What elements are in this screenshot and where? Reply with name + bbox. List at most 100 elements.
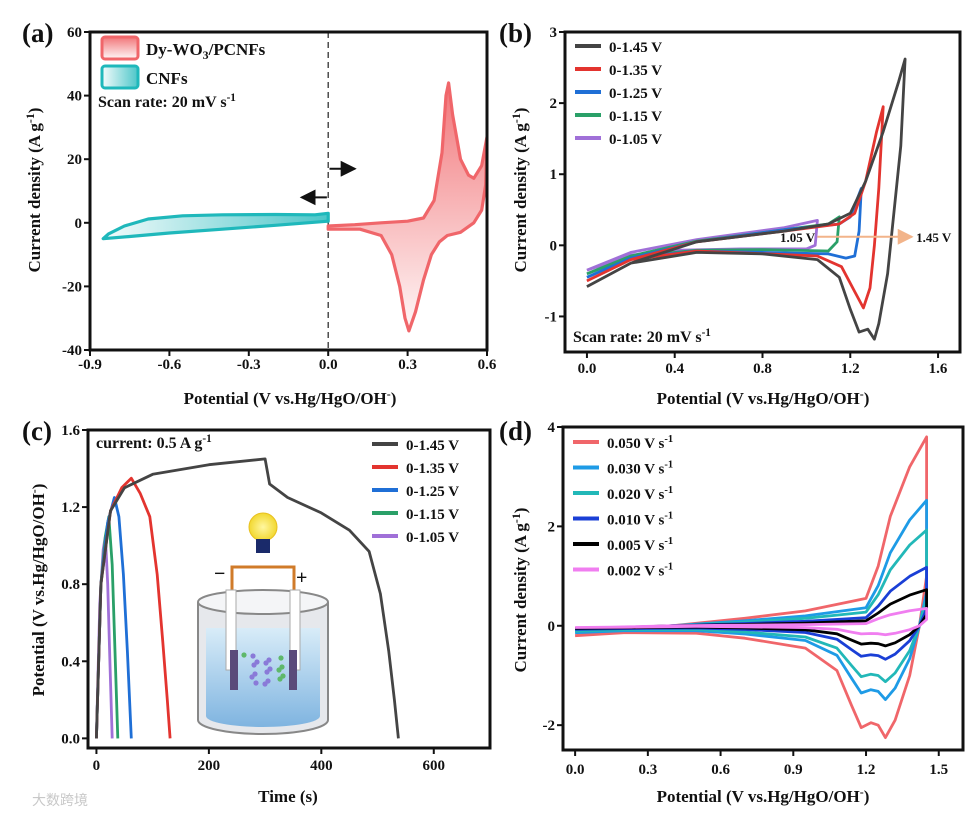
legend-label-main: 0-1.15 V [406, 507, 459, 523]
panel-a: (a) -0.9 -0.6 -0.3 0.0 0.3 0.6 -40 -20 0 20 40 60 Pot… [22, 18, 497, 408]
plot-frame [561, 425, 965, 752]
scan-rate-annotation-sup: -1 [702, 327, 712, 339]
ion-dot [253, 680, 259, 686]
x-axis-label: Time (s) [258, 787, 318, 806]
x-axis-label-main: Potential (V vs.Hg/HgO/OH [657, 787, 860, 806]
legend-label-sup: -1 [664, 536, 673, 547]
y-tick-label: 0 [548, 619, 556, 635]
y-axis-label: Current density (A g-1) [509, 108, 530, 273]
ion-dot [250, 653, 256, 659]
x-tick-label: 200 [198, 758, 221, 774]
y-tick-label: 2 [550, 96, 558, 112]
x-tick-label: 1.6 [929, 361, 948, 377]
y-axis-label-end: ) [511, 108, 530, 114]
series-line-0.030-V-s [574, 498, 928, 701]
legend-label-sup: -1 [664, 511, 673, 522]
legend-label: 0-1.45 V [406, 438, 459, 454]
legend-label-end: /PCNFs [208, 40, 266, 59]
x-tick-label: 0.6 [478, 357, 497, 373]
legend-label: 0-1.35 V [406, 461, 459, 477]
y-axis-label-sup: -1 [509, 513, 523, 523]
electrode-left-active [230, 650, 238, 690]
y-axis-label-end: ) [511, 508, 530, 514]
series-line-0.010-V-s [575, 566, 928, 661]
y-axis-label: Current density (A g-1) [509, 508, 530, 673]
series-line-0.020-V-s [575, 528, 928, 684]
y-axis-label-sup: -1 [23, 113, 37, 123]
current-annotation: current: 0.5 A g-1 [96, 433, 212, 452]
watermark: 大数跨境 [32, 793, 88, 809]
legend-label-main: 0.020 V s [607, 487, 665, 503]
panel-d: (d) 0.0 0.3 0.6 0.9 1.2 1.5 -2 0 2 4 Potential (V v… [499, 416, 965, 806]
y-tick-label: 0.4 [61, 654, 80, 670]
legend-label: 0-1.35 V [609, 63, 662, 79]
panel-b: (b) 0.0 0.4 0.8 1.2 1.6 -1 0 1 2 3 Potential (V vs.… [499, 18, 962, 408]
legend-label: Dy-WO3/PCNFs [146, 40, 266, 62]
x-axis-label-end: ) [391, 389, 397, 408]
y-tick-label: 4 [548, 420, 556, 436]
series-line-0.050-V-s [574, 435, 928, 739]
legend-label: 0.010 V s-1 [607, 511, 673, 529]
y-axis-label: Current density (A g-1) [23, 108, 44, 273]
plot-frame [88, 30, 489, 352]
legend-label: CNFs [146, 69, 188, 88]
legend-label: 0-1.05 V [406, 530, 459, 546]
plot-area [586, 57, 907, 341]
legend-swatch [100, 64, 140, 90]
legend-label-main: 0-1.15 V [609, 109, 662, 125]
legend-label-main: 0-1.05 V [406, 530, 459, 546]
legend-label: 0-1.05 V [609, 132, 662, 148]
light-bulb-icon [248, 512, 278, 542]
ion-dot [241, 652, 247, 658]
y-tick-label: 1.6 [61, 423, 80, 439]
cell-illustration: − + [197, 512, 329, 735]
panel-label: (b) [499, 18, 532, 48]
x-tick-label: 0.4 [665, 361, 684, 377]
legend-label: 0.050 V s-1 [607, 434, 673, 452]
ion-dot [278, 655, 284, 661]
plot-area [95, 457, 400, 739]
y-tick-label: 0.0 [61, 731, 80, 747]
plot-frame [86, 428, 492, 750]
scan-rate-annotation: Scan rate: 20 mV s-1 [98, 92, 236, 111]
legend-label: 0.030 V s-1 [607, 460, 673, 478]
ion-dot [263, 660, 269, 666]
y-axis-label-main: Current density (A g [511, 123, 530, 273]
series-line-CNFs [101, 211, 330, 241]
x-axis-label-main: Potential (V vs.Hg/HgO/OH [184, 389, 387, 408]
legend-label: 0.020 V s-1 [607, 485, 673, 503]
legend-label: 0-1.15 V [406, 507, 459, 523]
ion-dot [277, 676, 283, 682]
panel-label: (c) [22, 416, 52, 446]
legend-swatch [100, 35, 140, 61]
series-line-0.002-V-s [575, 607, 928, 637]
y-tick-label: 0 [75, 216, 83, 232]
x-tick-label: -0.6 [158, 357, 182, 373]
plot-frame [563, 30, 962, 354]
y-tick-label: -1 [545, 309, 558, 325]
x-tick-label: 0.3 [398, 357, 417, 373]
plot-area [574, 435, 928, 739]
x-tick-label: 1.2 [841, 361, 860, 377]
positive-terminal: + [296, 567, 307, 589]
x-tick-label: 0.0 [578, 361, 597, 377]
panel-label: (a) [22, 18, 53, 48]
x-axis-label-main: Potential (V vs.Hg/HgO/OH [657, 389, 860, 408]
circuit-wire [230, 565, 296, 593]
legend-label-sup: -1 [664, 460, 673, 471]
scan-rate-annotation: Scan rate: 20 mV s-1 [573, 327, 711, 346]
ion-dot [264, 669, 270, 675]
scan-rate-annotation-sup: -1 [227, 92, 237, 104]
x-axis-label: Potential (V vs.Hg/HgO/OH-) [184, 387, 397, 408]
x-tick-label: 0.8 [753, 361, 772, 377]
x-axis-label-sup: - [860, 785, 864, 799]
y-axis-label-main: Current density (A g [25, 123, 44, 273]
legend-label-main: CNFs [146, 69, 188, 88]
y-tick-label: 0 [550, 238, 558, 254]
legend-label-main: 0.030 V s [607, 462, 665, 478]
legend-label-main: 0.005 V s [607, 538, 665, 554]
legend-label-main: 0-1.35 V [609, 63, 662, 79]
legend-label-main: 0-1.35 V [406, 461, 459, 477]
legend-label-main: 0.002 V s [607, 564, 665, 580]
